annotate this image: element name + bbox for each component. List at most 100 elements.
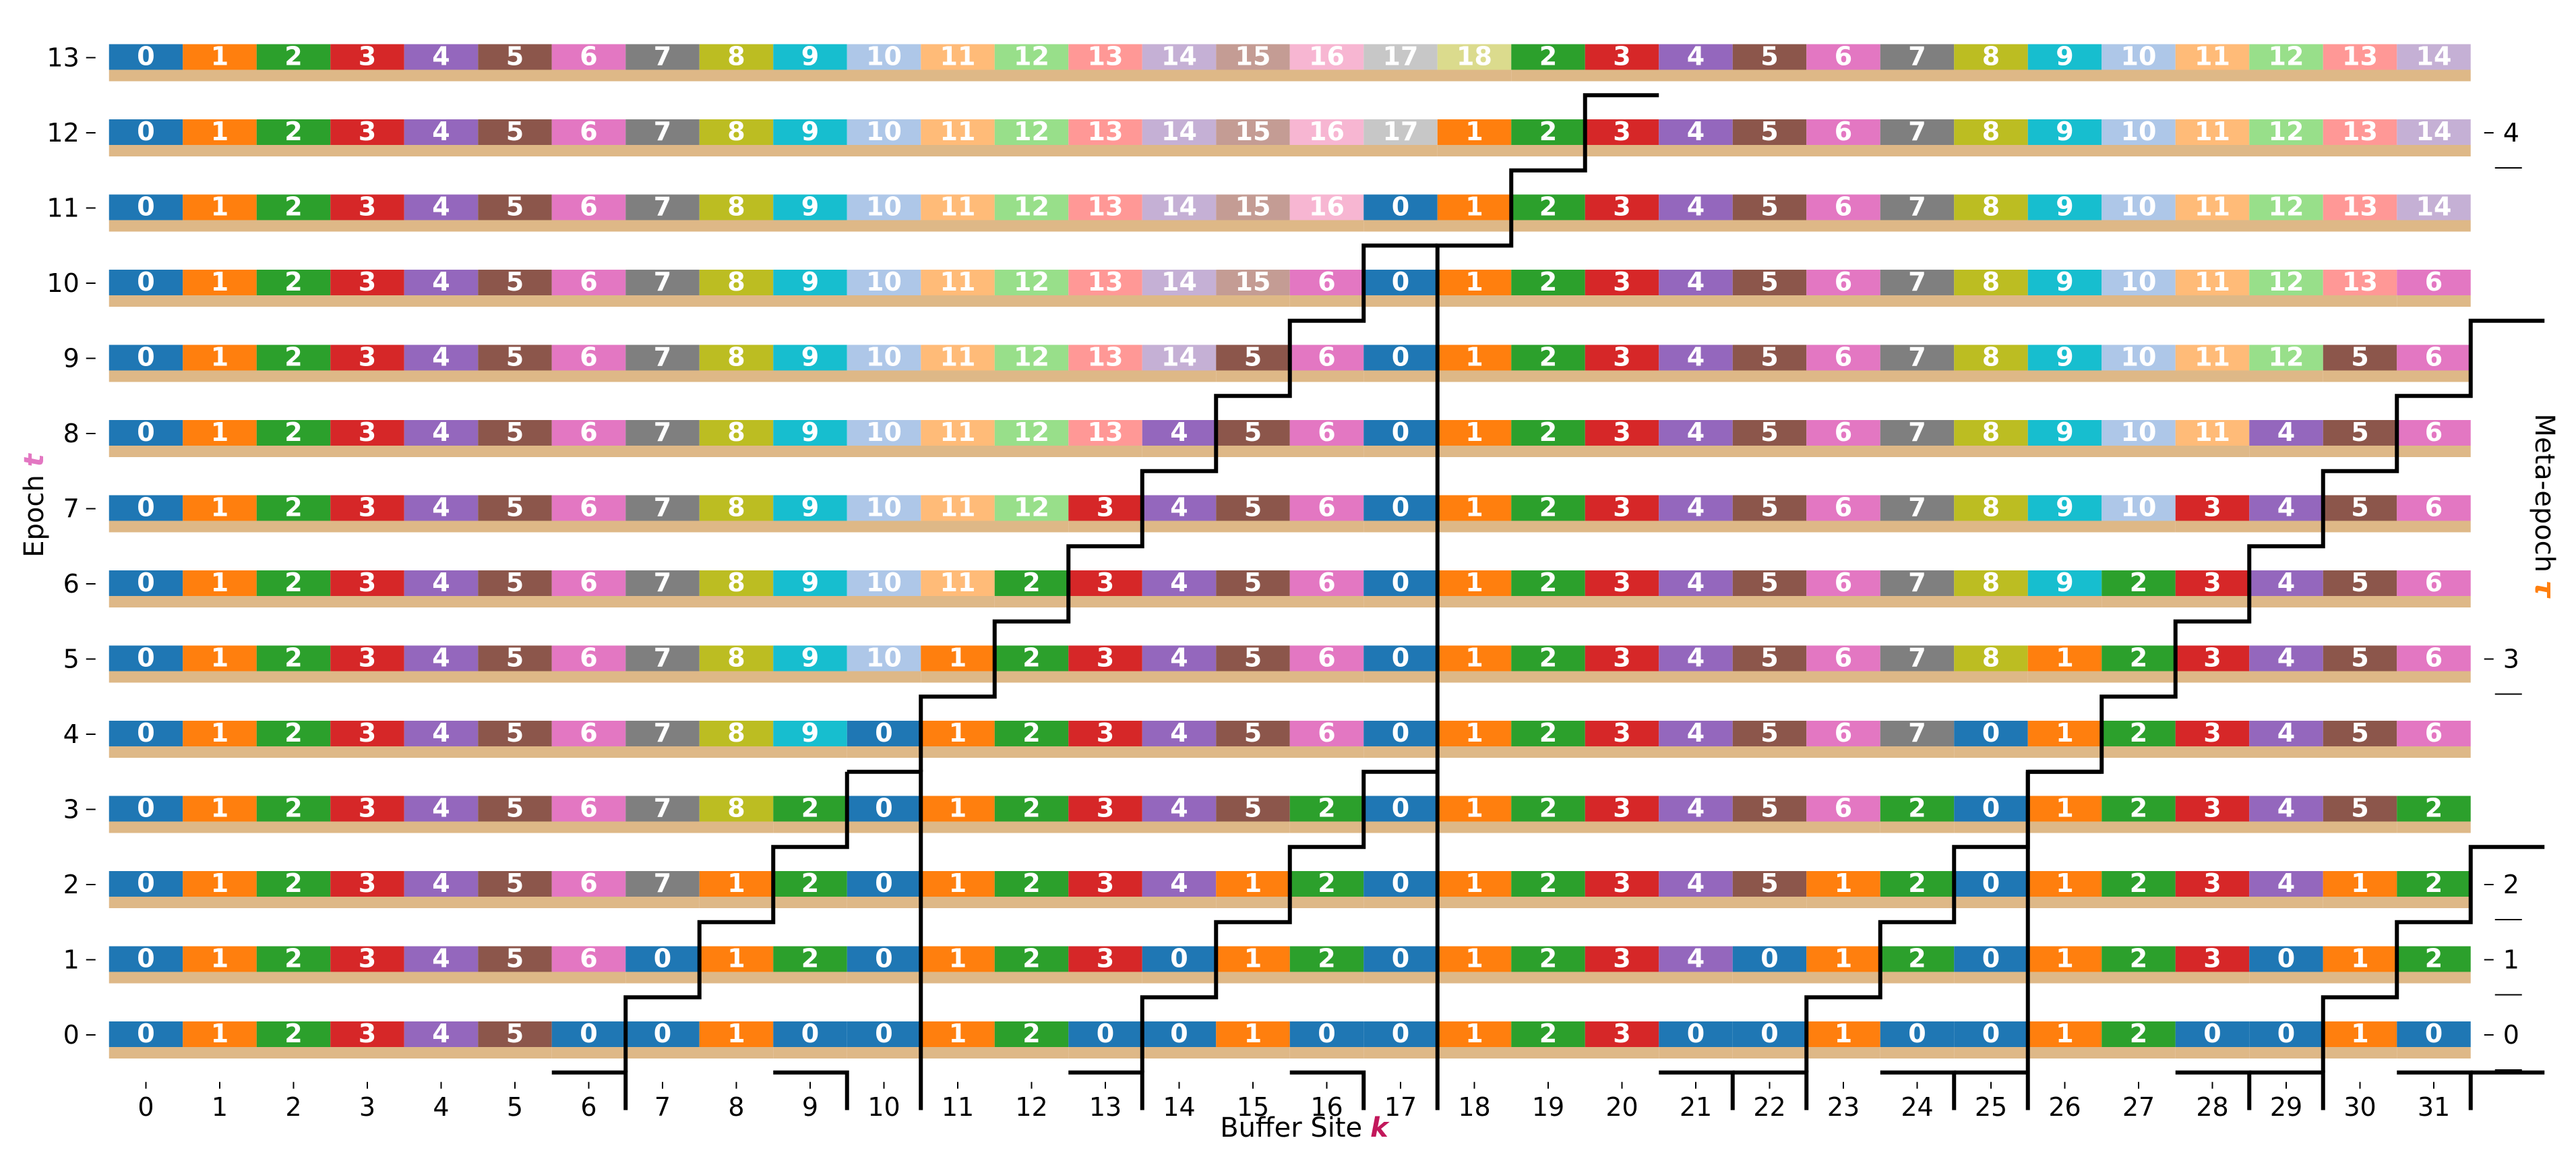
cell-rect [1216,796,1290,822]
buffer-cell: 3 [330,643,404,673]
buffer-cell: 0 [847,944,921,974]
cell-value-label: 3 [359,868,376,898]
buffer-cell: 3 [330,267,404,297]
buffer-cell: 5 [478,342,552,372]
cell-value-label: 1 [2056,868,2073,898]
cell-rect [773,645,847,672]
cell-value-label: 5 [1760,267,1778,297]
cell-value-label: 2 [284,1019,302,1048]
buffer-cell: 2 [1511,42,1585,71]
cell-rect [1068,194,1142,220]
cell-value-label: 13 [1088,342,1124,372]
cell-rect [1732,721,1807,746]
buffer-cell: 2 [2102,868,2176,898]
cell-rect [109,570,183,596]
x-tick-label: 1 [212,1092,228,1122]
cell-value-label: 0 [875,718,892,748]
cell-rect [183,570,257,596]
cell-value-label: 4 [1687,42,1705,71]
buffer-cell: 0 [551,1019,626,1048]
buffer-cell: 7 [625,868,700,898]
buffer-cell: 6 [551,267,626,297]
cell-value-label: 2 [1539,944,1557,974]
cell-value-label: 10 [2121,192,2157,222]
cell-value-label: 5 [1760,643,1778,673]
underbar [1363,671,2028,683]
cell-value-label: 4 [1170,417,1188,447]
cell-rect [1289,570,1364,596]
cell-value-label: 5 [2351,568,2368,597]
cell-value-label: 12 [2269,117,2304,146]
cell-rect [2249,871,2323,897]
cell-rect [1585,345,1659,371]
cell-value-label: 3 [2203,643,2221,673]
cell-rect [699,495,774,521]
cell-rect [1659,570,1733,596]
x-tick-label: 2 [285,1092,301,1122]
cell-value-label: 4 [432,568,450,597]
cell-rect [1142,796,1217,822]
underbar [1363,746,1955,758]
cell-rect [478,570,552,596]
underbar [109,897,700,908]
cell-rect [2027,871,2102,897]
buffer-cell: 4 [1142,493,1217,523]
cell-value-label: 5 [1244,643,1262,673]
cell-value-label: 4 [432,944,450,974]
buffer-cell: 3 [1585,944,1659,974]
cell-rect [2323,495,2397,521]
buffer-cell: 1 [699,944,774,974]
buffer-cell: 5 [2323,417,2397,447]
cell-rect [1363,420,1438,446]
cell-value-label: 12 [1014,342,1049,372]
cell-rect [1732,345,1807,371]
cell-rect [921,570,995,596]
cell-value-label: 6 [1835,417,1852,447]
buffer-cell: 3 [330,794,404,823]
cell-value-label: 1 [211,42,228,71]
cell-rect [994,44,1069,70]
cell-rect [1954,871,2028,897]
buffer-cell: 0 [1363,267,1438,297]
buffer-cell: 8 [1954,267,2028,297]
cell-rect [1585,270,1659,295]
cell-value-label: 5 [506,117,524,146]
buffer-cell: 2 [256,944,331,974]
cell-value-label: 4 [432,1019,450,1048]
cell-rect [478,119,552,145]
buffer-cell: 8 [699,267,774,297]
cell-rect [994,270,1069,295]
cell-rect [551,495,626,521]
buffer-cell: 13 [2323,117,2397,146]
cell-value-label: 8 [727,568,745,597]
cell-value-label: 0 [875,1019,892,1048]
underbar [109,821,774,833]
cell-rect [478,1021,552,1047]
cell-rect [2027,570,2102,596]
cell-rect [699,270,774,295]
cell-value-label: 1 [949,643,967,673]
buffer-cell: 11 [2175,42,2250,71]
x-tick-label: 18 [1458,1092,1490,1122]
cell-value-label: 0 [1392,1019,1409,1048]
buffer-cell: 9 [773,417,847,447]
cell-rect [1363,270,1438,295]
cell-rect [1216,194,1290,220]
cell-value-label: 4 [432,718,450,748]
x-tick-label: 19 [1532,1092,1564,1122]
buffer-cell: 4 [2249,868,2323,898]
cell-rect [2027,721,2102,746]
cell-rect [183,871,257,897]
buffer-cell: 1 [1806,868,1880,898]
cell-value-label: 0 [1392,794,1409,823]
underbar [1511,69,2471,82]
underbar [109,220,1364,232]
cell-rect [2102,946,2176,972]
cell-rect [1732,570,1807,596]
cell-rect [1363,44,1438,70]
cell-rect [1289,270,1364,295]
cell-value-label: 1 [949,718,967,748]
underbar [2175,1047,2250,1058]
buffer-cell: 0 [1954,1019,2028,1048]
underbar [109,69,1512,82]
